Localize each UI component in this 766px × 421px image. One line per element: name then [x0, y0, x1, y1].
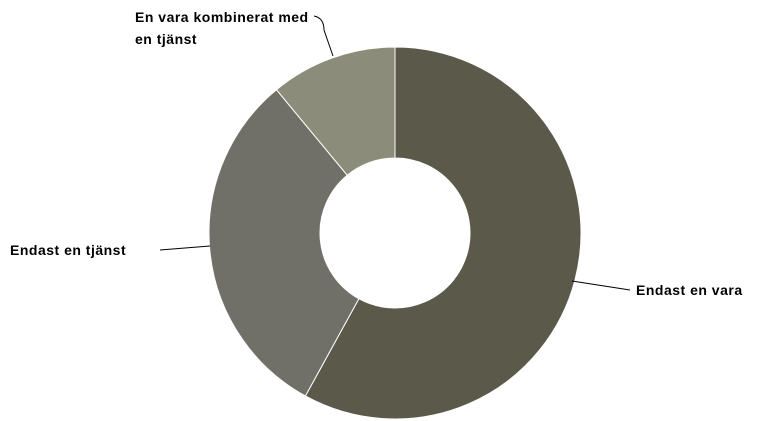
- leader-line: [159, 245, 211, 251]
- donut-slice: [208, 88, 360, 397]
- leader-line: [571, 280, 631, 291]
- slice-label: En vara kombinerat med en tjänst: [135, 9, 309, 47]
- donut-slice: [275, 46, 396, 176]
- leader-line: [313, 15, 334, 57]
- slice-label: Endast en vara: [636, 282, 743, 298]
- donut-slice: [304, 46, 582, 420]
- slice-label: Endast en tjänst: [10, 242, 127, 258]
- slices: [208, 46, 582, 420]
